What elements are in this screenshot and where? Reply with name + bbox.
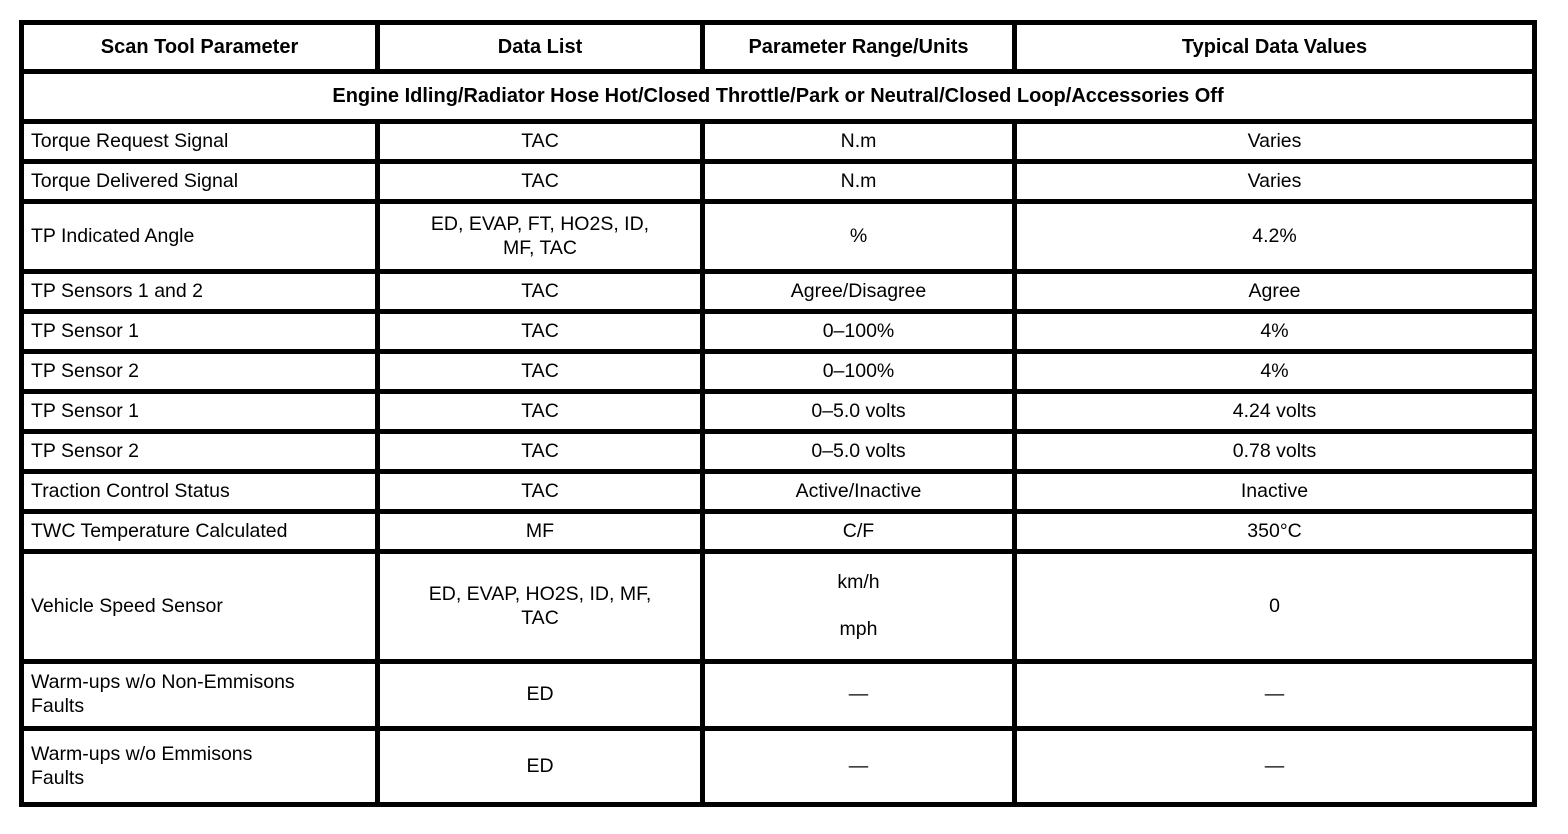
- range-cell: —: [700, 659, 1017, 731]
- table-row: Torque Delivered Signal TAC N.m Varies: [19, 159, 1537, 204]
- condition-banner: Engine Idling/Radiator Hose Hot/Closed T…: [19, 69, 1537, 124]
- value-cell: Varies: [1012, 159, 1537, 204]
- param-cell: TP Sensors 1 and 2: [19, 269, 380, 314]
- table-row: TWC Temperature Calculated MF C/F 350°C: [19, 509, 1537, 554]
- table-row: TP Sensor 2 TAC 0–100% 4%: [19, 349, 1537, 394]
- data-list-cell: ED, EVAP, FT, HO2S, ID, MF, TAC: [375, 199, 705, 274]
- param-cell: TP Indicated Angle: [19, 199, 380, 274]
- header-row: Scan Tool Parameter Data List Parameter …: [19, 20, 1537, 74]
- value-cell: Varies: [1012, 119, 1537, 164]
- table-row: TP Indicated Angle ED, EVAP, FT, HO2S, ID…: [19, 199, 1537, 274]
- range-cell: 0–100%: [700, 309, 1017, 354]
- value-cell: —: [1012, 659, 1537, 731]
- range-cell: 0–100%: [700, 349, 1017, 394]
- data-list-cell: ED: [375, 659, 705, 731]
- param-cell: TP Sensor 2: [19, 429, 380, 474]
- value-cell: 4.24 volts: [1012, 389, 1537, 434]
- range-cell: 0–5.0 volts: [700, 429, 1017, 474]
- table-row: TP Sensor 2 TAC 0–5.0 volts 0.78 volts: [19, 429, 1537, 474]
- data-list-cell: TAC: [375, 349, 705, 394]
- value-cell: —: [1012, 726, 1537, 807]
- param-cell: Warm-ups w/o Non-Emmisons Faults: [19, 659, 380, 731]
- data-list-cell: TAC: [375, 269, 705, 314]
- table-row: TP Sensors 1 and 2 TAC Agree/Disagree Agree: [19, 269, 1537, 314]
- range-cell: Active/Inactive: [700, 469, 1017, 514]
- table-row: TP Sensor 1 TAC 0–100% 4%: [19, 309, 1537, 354]
- value-cell: 4%: [1012, 309, 1537, 354]
- param-cell: TWC Temperature Calculated: [19, 509, 380, 554]
- table-body: Engine Idling/Radiator Hose Hot/Closed T…: [19, 69, 1537, 807]
- table-row: Warm-ups w/o Non-Emmisons Faults ED — —: [19, 659, 1537, 731]
- data-list-cell: ED: [375, 726, 705, 807]
- data-list-cell: TAC: [375, 119, 705, 164]
- value-cell: Agree: [1012, 269, 1537, 314]
- header-scan-tool-parameter: Scan Tool Parameter: [19, 20, 380, 74]
- value-cell: 4%: [1012, 349, 1537, 394]
- scan-tool-parameter-table: Scan Tool Parameter Data List Parameter …: [19, 20, 1537, 807]
- table-row: Vehicle Speed Sensor ED, EVAP, HO2S, ID, …: [19, 549, 1537, 664]
- param-cell: Torque Delivered Signal: [19, 159, 380, 204]
- table-row: Torque Request Signal TAC N.m Varies: [19, 119, 1537, 164]
- param-cell: Vehicle Speed Sensor: [19, 549, 380, 664]
- data-list-cell: TAC: [375, 469, 705, 514]
- range-cell: Agree/Disagree: [700, 269, 1017, 314]
- table-header: Scan Tool Parameter Data List Parameter …: [19, 20, 1537, 74]
- data-list-cell: TAC: [375, 389, 705, 434]
- range-cell: N.m: [700, 119, 1017, 164]
- header-typical-data-values: Typical Data Values: [1012, 20, 1537, 74]
- param-cell: TP Sensor 1: [19, 309, 380, 354]
- range-cell: km/h mph: [700, 549, 1017, 664]
- value-cell: 350°C: [1012, 509, 1537, 554]
- data-list-cell: TAC: [375, 309, 705, 354]
- range-cell: N.m: [700, 159, 1017, 204]
- value-cell: 4.2%: [1012, 199, 1537, 274]
- range-cell: 0–5.0 volts: [700, 389, 1017, 434]
- range-cell: —: [700, 726, 1017, 807]
- value-cell: 0: [1012, 549, 1537, 664]
- param-cell: Torque Request Signal: [19, 119, 380, 164]
- header-data-list: Data List: [375, 20, 705, 74]
- range-cell: %: [700, 199, 1017, 274]
- value-cell: Inactive: [1012, 469, 1537, 514]
- data-list-cell: ED, EVAP, HO2S, ID, MF, TAC: [375, 549, 705, 664]
- param-cell: Warm-ups w/o Emmisons Faults: [19, 726, 380, 807]
- table-row: Traction Control Status TAC Active/Inactiv…: [19, 469, 1537, 514]
- param-cell: TP Sensor 1: [19, 389, 380, 434]
- condition-banner-row: Engine Idling/Radiator Hose Hot/Closed T…: [19, 69, 1537, 124]
- param-cell: TP Sensor 2: [19, 349, 380, 394]
- header-parameter-range-units: Parameter Range/Units: [700, 20, 1017, 74]
- table-row: Warm-ups w/o Emmisons Faults ED — —: [19, 726, 1537, 807]
- param-cell: Traction Control Status: [19, 469, 380, 514]
- data-list-cell: MF: [375, 509, 705, 554]
- table-row: TP Sensor 1 TAC 0–5.0 volts 4.24 volts: [19, 389, 1537, 434]
- range-cell: C/F: [700, 509, 1017, 554]
- data-list-cell: TAC: [375, 429, 705, 474]
- value-cell: 0.78 volts: [1012, 429, 1537, 474]
- data-list-cell: TAC: [375, 159, 705, 204]
